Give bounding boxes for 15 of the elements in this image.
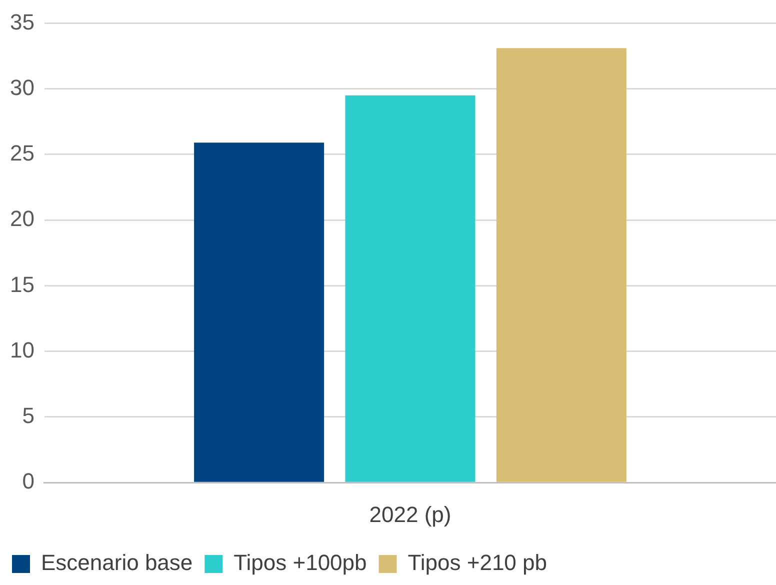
legend-label: Escenario base [41,550,193,576]
y-tick-label: 5 [22,403,34,428]
y-tick-label: 20 [10,206,34,232]
y-tick-label: 25 [10,140,34,166]
legend-label: Tipos +210 pb [408,550,547,576]
x-tick-label: 2022 (p) [369,502,452,527]
bar [345,95,476,482]
y-tick-label: 35 [10,9,34,34]
y-tick-label: 10 [10,337,34,362]
legend-label: Tipos +100pb [234,550,367,576]
y-tick-label: 15 [10,272,34,297]
bar [496,48,626,482]
y-tick-label: 0 [22,468,34,494]
y-tick-label: 30 [10,74,34,100]
bar [194,142,324,482]
